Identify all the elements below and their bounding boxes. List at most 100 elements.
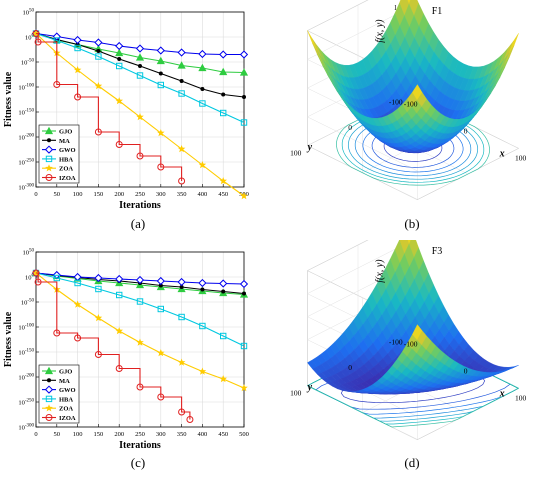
surface-group [307, 240, 519, 395]
point-zoa [157, 129, 165, 137]
point-hba [199, 322, 206, 330]
x-tick-label: 0 [464, 366, 468, 375]
x-tick-label: 100 [73, 431, 83, 438]
series-zoa [32, 269, 248, 392]
point-gjo [219, 67, 228, 76]
point-zoa [177, 358, 186, 366]
point-zoa [115, 327, 123, 335]
series-gwo [31, 29, 249, 59]
y-tick-label: 10-150 [18, 349, 34, 357]
point-hba [95, 53, 102, 60]
point-zoa [219, 177, 227, 185]
y-tick-label: 100 [290, 389, 302, 398]
x-tick-label: 300 [156, 191, 166, 198]
point-gjo [115, 48, 124, 57]
point-gwo [239, 50, 249, 59]
point-hba [136, 298, 144, 305]
point-zoa [198, 161, 207, 169]
point-gwo [115, 274, 124, 284]
legend-label-izoa: IZOA [59, 175, 76, 182]
point-gwo [219, 279, 228, 288]
point-zoa [73, 66, 82, 74]
y-tick-label: 10-100 [18, 84, 34, 92]
y-tick-label: 10-300 [18, 424, 34, 432]
y-axis-label: y [307, 382, 313, 393]
y-tick-label: 1050 [23, 9, 35, 17]
convergence-chart-a: 050100150200250300350400450500105010010-… [3, 9, 249, 211]
point-gjo [239, 68, 249, 76]
point-gwo [94, 273, 103, 283]
point-zoa [136, 113, 144, 121]
series-line-izoa [36, 32, 183, 181]
series-group [31, 29, 249, 200]
x-tick-label: 0 [34, 191, 37, 198]
caption-d: (d) [404, 455, 420, 470]
point-gwo [135, 44, 145, 53]
point-gwo [239, 279, 249, 289]
z-axis-label: f(x, y) [375, 259, 386, 283]
legend-marker [44, 145, 54, 154]
point-ma [179, 79, 184, 83]
y-axis-label: Fitness value [3, 71, 14, 127]
point-izoa [94, 128, 102, 136]
point-hba [157, 305, 165, 313]
x-tick-label: 450 [218, 431, 228, 438]
y-tick-label: 10-100 [18, 324, 34, 332]
y-tick-label: 100 [290, 149, 302, 158]
point-zoa [94, 82, 103, 90]
point-hba [95, 285, 102, 293]
legend-label-ma: MA [59, 138, 70, 145]
x-tick-label: -100 [404, 99, 418, 108]
legend-label-ma: MA [59, 378, 70, 385]
x-tick-label: 300 [156, 431, 166, 438]
point-zoa [240, 192, 248, 200]
surface-patch [508, 33, 519, 54]
point-gwo [219, 50, 228, 59]
legend: GJO MA GWO HBA ZOA IZOA [38, 364, 80, 424]
point-gwo [73, 35, 82, 45]
point-gwo [156, 46, 165, 55]
x-axis-label: x [499, 388, 505, 399]
point-izoa [34, 38, 42, 46]
x-tick-label: 50 [54, 431, 61, 438]
x-tick-label: 0 [34, 431, 37, 438]
x-axis-label: Iterations [119, 440, 161, 450]
point-hba [240, 119, 248, 126]
point-izoa [74, 93, 82, 101]
point-izoa [74, 334, 82, 342]
x-tick-label: 250 [135, 191, 145, 198]
y-tick-label: 0 [348, 123, 352, 132]
series-line-hba [35, 272, 245, 347]
legend-label-hba: HBA [59, 156, 73, 163]
x-tick-label: 150 [94, 191, 104, 198]
point-izoa [157, 163, 165, 171]
surface-patch [412, 324, 423, 341]
point-ma [117, 57, 122, 61]
y-tick-label: 10-50 [21, 299, 35, 307]
y-tick-label: 10-250 [18, 399, 34, 407]
point-hba [220, 109, 227, 117]
caption-c: (c) [130, 455, 146, 470]
point-ma [242, 95, 246, 99]
point-ma [158, 71, 163, 76]
x-axis-label: x [499, 148, 505, 159]
convergence-chart-c: 050100150200250300350400450500105010010-… [3, 249, 249, 451]
point-gwo [198, 278, 207, 288]
point-izoa [34, 278, 42, 286]
legend-label-zoa: ZOA [59, 406, 73, 413]
x-tick-label: 350 [177, 431, 187, 438]
series-group [31, 268, 249, 423]
point-hba [157, 81, 165, 89]
legend-marker [44, 385, 54, 394]
y-axis-label: Fitness value [3, 311, 14, 367]
x-tick-label: 50 [54, 191, 61, 198]
point-ma [200, 87, 205, 91]
x-tick-label: 0 [464, 126, 468, 135]
point-hba [178, 90, 185, 97]
point-ma [242, 291, 246, 296]
point-gjo [156, 56, 165, 65]
surface-group [307, 0, 519, 154]
x-tick-label: 200 [114, 431, 124, 438]
